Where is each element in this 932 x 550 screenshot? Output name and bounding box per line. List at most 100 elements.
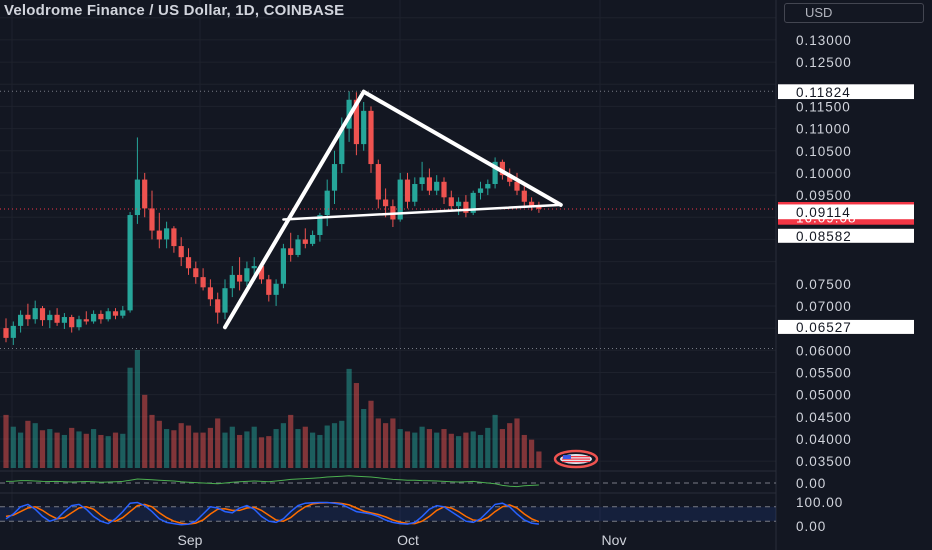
- volume-bar: [368, 400, 374, 468]
- volume-bar: [215, 418, 221, 468]
- candle-body: [142, 179, 148, 209]
- volume-bar: [112, 432, 119, 468]
- stoch-band: [0, 506, 776, 522]
- candle-body: [507, 175, 513, 182]
- volume-bar: [229, 426, 235, 468]
- flag-ring: [553, 449, 599, 469]
- volume-bar: [185, 425, 192, 468]
- candle-body: [412, 184, 418, 202]
- candle-body: [310, 235, 316, 244]
- currency-button[interactable]: USD: [784, 3, 924, 23]
- volume-bar: [302, 426, 308, 468]
- candles: [3, 91, 542, 345]
- price-label-box: [778, 205, 914, 220]
- candle-body: [397, 179, 403, 220]
- price-tick-label: 0.12500: [796, 55, 852, 70]
- volume-bar: [412, 432, 418, 468]
- volume-bar: [142, 394, 148, 468]
- volume-bar: [397, 429, 403, 468]
- price-tick-label: 0.07000: [796, 299, 852, 314]
- volume-bar: [353, 383, 359, 468]
- volume-bar: [375, 418, 381, 468]
- price-label-box: [778, 319, 914, 334]
- candle-body: [215, 299, 221, 313]
- pennant-drawing[interactable]: [223, 89, 563, 330]
- candle-body: [156, 230, 162, 240]
- volume-bar: [426, 429, 432, 468]
- candle-body: [470, 192, 476, 213]
- volume-bar: [54, 432, 60, 468]
- volume-bar: [529, 439, 535, 468]
- stoch-tick-label: 0.00: [796, 519, 826, 534]
- time-tick-label: Nov: [602, 532, 627, 548]
- flag-stripe: [562, 456, 590, 458]
- candle-body: [499, 161, 505, 176]
- volume-bar: [91, 429, 97, 468]
- candle-body: [54, 314, 60, 323]
- volume-bar: [266, 436, 272, 468]
- candle-body: [317, 215, 323, 235]
- volume-bar: [280, 423, 286, 468]
- flag-canton: [563, 455, 571, 459]
- candle-body: [280, 248, 286, 284]
- volume-bar: [456, 436, 462, 468]
- candle-body: [375, 164, 381, 200]
- candle-body: [536, 206, 542, 209]
- volume-bar: [61, 434, 67, 468]
- price-labels: 0.118410.118240.0918616:09:080.091310.09…: [778, 84, 914, 335]
- candle-body: [207, 287, 213, 300]
- candle-body: [331, 164, 338, 191]
- volume-bar: [18, 432, 24, 468]
- volume-bar: [339, 420, 345, 468]
- stoch-tick-label: 100.00: [796, 495, 843, 510]
- candle-body: [434, 181, 440, 191]
- volume-bar: [156, 420, 162, 468]
- candle-body: [149, 208, 155, 231]
- candle-body: [492, 161, 498, 185]
- volume-bar: [171, 430, 177, 468]
- candle-body: [3, 328, 9, 338]
- price-tick-label: 0.03500: [796, 454, 852, 469]
- candle-body: [47, 314, 53, 321]
- volume-bar: [25, 420, 31, 468]
- volume-bar: [331, 423, 338, 468]
- volume-bar: [346, 368, 352, 468]
- volume-bar: [361, 409, 367, 468]
- candle-body: [18, 314, 24, 326]
- volume-bar: [499, 429, 505, 468]
- candle-body: [419, 177, 425, 185]
- candle-body: [361, 110, 367, 145]
- stochastic-pane: [0, 501, 776, 526]
- stoch-k-line: [5, 501, 539, 526]
- volume-bar: [492, 414, 498, 468]
- price-tick-label: 0.10500: [796, 144, 852, 159]
- price-tick-label: 0.07500: [796, 277, 852, 292]
- price-tick-label: 0.11000: [796, 122, 851, 137]
- volume-bar: [317, 434, 323, 468]
- volume-bar: [507, 423, 513, 468]
- candle-body: [98, 313, 104, 320]
- candle-body: [521, 190, 527, 202]
- trend-line: [282, 203, 563, 221]
- volume-bar: [237, 434, 243, 468]
- time-axis[interactable]: Sep Oct Nov: [178, 532, 627, 548]
- stoch-d-line: [5, 501, 540, 525]
- volume-bar: [222, 432, 228, 468]
- candle-body: [258, 266, 265, 280]
- price-label-text: 0.06527: [796, 320, 852, 335]
- candle-body: [368, 110, 374, 165]
- candle-body: [302, 239, 308, 244]
- candle-body: [10, 325, 16, 338]
- volume-bar: [83, 433, 89, 468]
- candle-body: [295, 239, 301, 255]
- candle-body: [477, 188, 484, 193]
- flag-stripe: [562, 461, 590, 463]
- price-tick-label: 0.04000: [796, 432, 852, 447]
- candle-body: [91, 313, 97, 322]
- volume-bar: [3, 414, 9, 468]
- volume-bar: [193, 432, 199, 468]
- volume-bar: [404, 431, 411, 468]
- us-flag-icon: [553, 449, 599, 469]
- candle-body: [76, 319, 82, 328]
